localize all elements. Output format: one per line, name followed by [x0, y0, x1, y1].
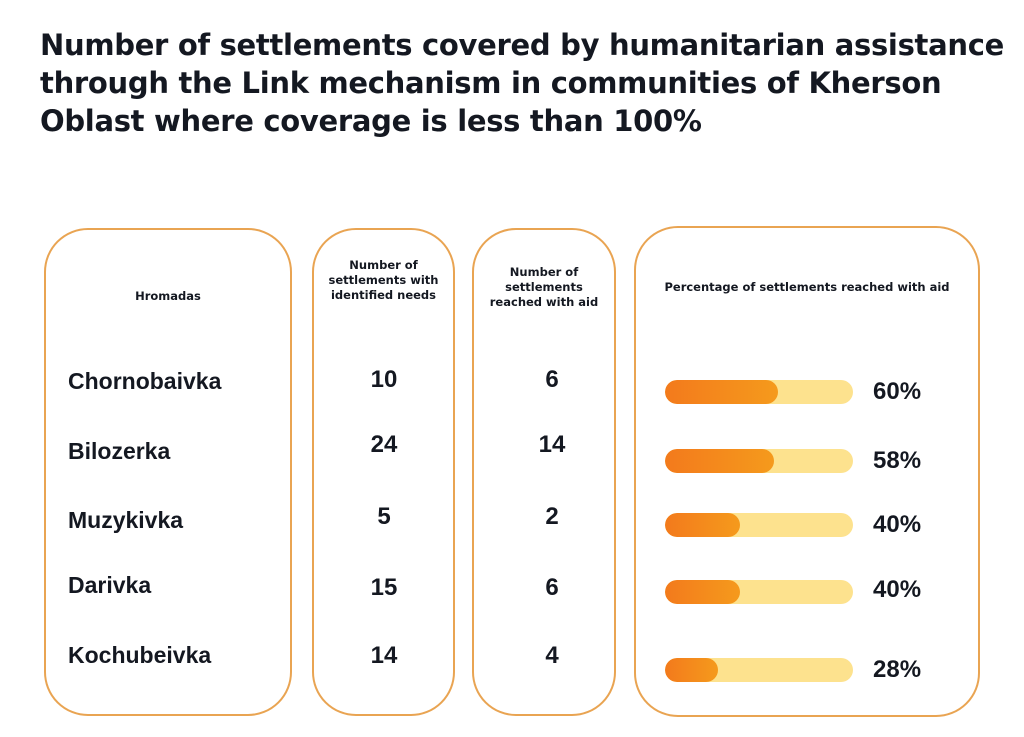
hromada-name: Bilozerka: [68, 438, 171, 464]
percentage-bar-fill: [665, 658, 718, 682]
header-percentage: Percentage of settlements reached with a…: [664, 280, 950, 294]
percentage-label: 60%: [873, 378, 922, 405]
percentage-bar-fill: [665, 380, 778, 404]
needs-value: 15: [370, 574, 398, 601]
needs-column-box: [312, 228, 455, 716]
percentage-bar-fill: [665, 449, 775, 473]
percentage-column-box: [634, 226, 980, 717]
percentage-label: 58%: [873, 447, 922, 474]
percentage-bar-track: [665, 658, 853, 682]
header-hromadas: Hromadas: [135, 289, 201, 303]
header-reached: Number of settlements reached with aid: [489, 265, 599, 309]
needs-value: 24: [370, 431, 398, 458]
hromada-name: Muzykivka: [68, 507, 184, 533]
hromadas-column-box: [44, 228, 292, 716]
chart-title: Number of settlements covered by humanit…: [40, 28, 1004, 138]
percentage-bar-track: [665, 380, 853, 404]
percentage-label: 28%: [873, 656, 922, 683]
percentage-bar-track: [665, 449, 853, 473]
percentage-label: 40%: [873, 576, 922, 603]
percentage-bar-fill: [665, 513, 741, 537]
percentage-bar-track: [665, 513, 853, 537]
reached-column-box: [472, 228, 616, 716]
percentage-bar-fill: [665, 580, 741, 604]
hromada-name: Kochubeivka: [68, 642, 212, 668]
needs-value: 5: [377, 503, 391, 530]
reached-value: 2: [545, 503, 559, 530]
hromada-name: Darivka: [68, 572, 152, 598]
percentage-label: 40%: [873, 511, 922, 538]
header-needs: Number of settlements with identified ne…: [328, 258, 439, 302]
reached-value: 6: [545, 366, 559, 393]
hromada-name: Chornobaivka: [68, 368, 222, 394]
reached-value: 14: [538, 431, 566, 458]
reached-value: 6: [545, 574, 559, 601]
needs-value: 10: [370, 366, 398, 393]
needs-value: 14: [370, 642, 398, 669]
reached-value: 4: [545, 642, 559, 669]
percentage-bar-track: [665, 580, 853, 604]
